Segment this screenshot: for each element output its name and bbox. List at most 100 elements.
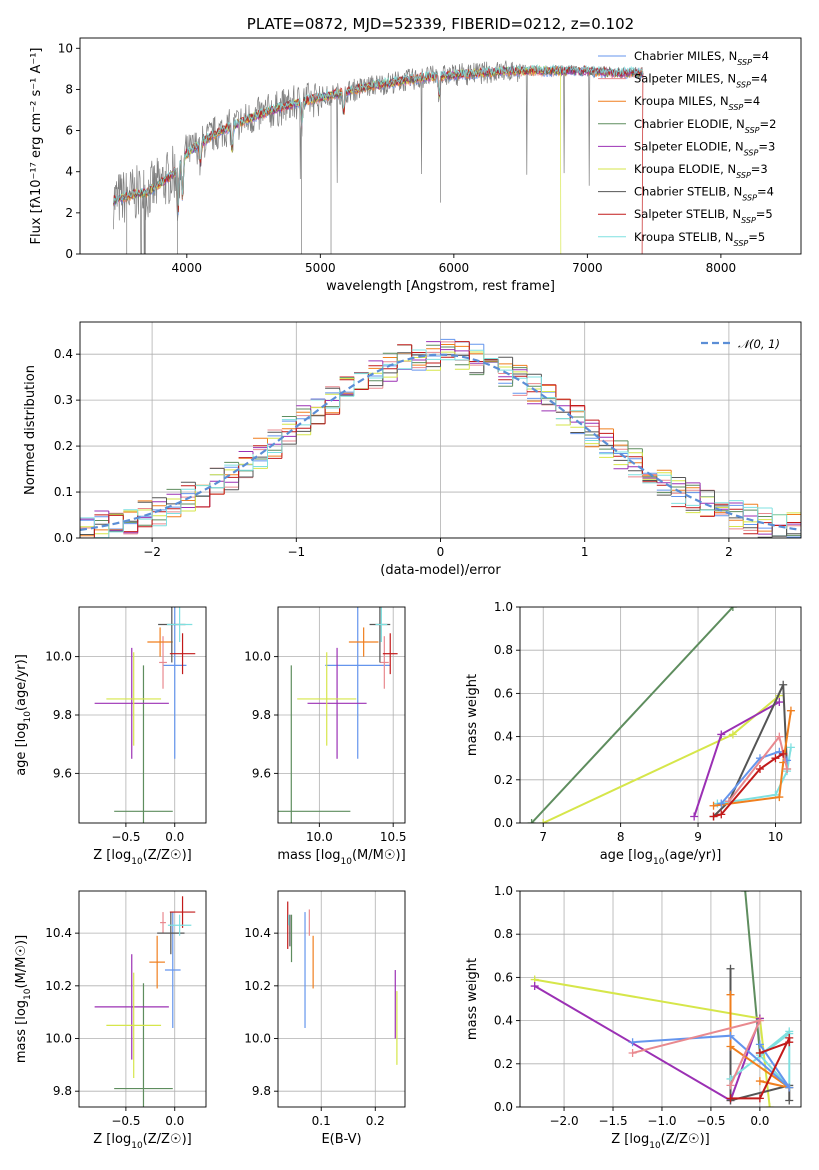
x-axis-label: (data-model)/error: [380, 563, 501, 578]
y-tick-label: 0.1: [54, 485, 73, 499]
errorbar-salpeter-elodie: [307, 647, 367, 759]
weight-marker: [527, 819, 536, 823]
y-tick-label: 9.8: [252, 708, 271, 722]
y-tick-label: 10.0: [244, 650, 271, 664]
y-tick-label: 10.0: [45, 1032, 72, 1046]
x-tick-label: 8000: [706, 261, 737, 275]
weight-line: [712, 684, 789, 818]
errorbar-salpeter-miles: [159, 636, 167, 689]
weight-marker: [728, 730, 737, 739]
model-spectrum-kroupa-stelib: [113, 63, 644, 206]
weight-marker: [755, 765, 764, 773]
weight-marker: [783, 765, 792, 773]
legend-entry: Chabrier STELIB, NSSP=4: [634, 185, 774, 203]
x-axis-label: wavelength [Angstrom, rest frame]: [326, 279, 555, 294]
weight-marker: [717, 730, 726, 739]
y-tick-label: 9.8: [53, 708, 72, 722]
y-tick-label: 0.6: [494, 686, 513, 700]
x-tick-label: −0.5: [111, 1114, 140, 1128]
errorbar-salpeter-miles: [379, 636, 389, 689]
weight-marker: [726, 1042, 735, 1051]
plot-area-weight-vs-Z: [520, 891, 801, 1107]
axes-frame: [78, 890, 207, 1108]
x-tick-label: 0: [437, 545, 445, 559]
histogram-kroupa-stelib: [80, 349, 801, 538]
errorbar-salpeter-stelib: [169, 896, 196, 928]
y-tick-label: 0.0: [494, 816, 513, 830]
weight-series-kroupa-miles: [709, 706, 795, 810]
weight-marker: [539, 819, 548, 823]
weight-marker: [755, 1094, 764, 1103]
weight-marker: [786, 743, 795, 752]
weight-marker: [709, 801, 718, 810]
legend-entry: Kroupa STELIB, NSSP=5: [634, 230, 765, 248]
legend: Chabrier MILES, NSSP=4 Salpeter MILES, NS…: [598, 49, 776, 247]
legend-entry: 𝒩(0, 1): [738, 337, 780, 351]
errorbar-kroupa-stelib: [167, 914, 192, 936]
y-tick-label: 0.8: [494, 643, 513, 657]
x-tick-label: 0.1: [312, 1114, 331, 1128]
y-tick-label: 0.0: [494, 1100, 513, 1114]
x-tick-label: 8: [617, 830, 625, 844]
errorbar-kroupa-miles: [348, 627, 379, 657]
weight-marker: [785, 1038, 794, 1047]
x-tick-label: 6000: [439, 261, 470, 275]
axes-weight-vs-age: 7 8 9 10 0.0 0.2 0.4 0.6 0.8 1.0 age [log10(age/yr…: [465, 600, 802, 867]
y-tick-label: 0: [65, 247, 73, 261]
weight-marker: [726, 990, 735, 999]
y-tick-label: 4: [65, 165, 73, 179]
plot-area-spectrum: [113, 60, 644, 254]
weight-marker: [785, 1096, 794, 1105]
plot-area-age-vs-mass: [278, 607, 405, 823]
y-axis-label: mass [log10(M/M☉)]: [14, 935, 33, 1063]
legend-entry: Salpeter ELODIE, NSSP=3: [634, 139, 775, 157]
axes-frame: [79, 321, 802, 539]
weight-marker: [755, 1077, 764, 1086]
weight-marker: [775, 732, 784, 741]
weight-marker: [628, 1038, 637, 1047]
legend-entry: Salpeter STELIB, NSSP=5: [634, 207, 773, 225]
legend-entry: Kroupa MILES, NSSP=4: [634, 94, 760, 112]
legend-entry: Chabrier ELODIE, NSSP=2: [634, 117, 776, 135]
weight-marker: [717, 810, 726, 819]
legend-entry: Chabrier MILES, NSSP=4: [634, 49, 769, 67]
weight-marker: [765, 1103, 774, 1107]
y-tick-label: 0.6: [494, 970, 513, 984]
weight-marker: [786, 706, 795, 715]
y-tick-label: 9.8: [53, 1084, 72, 1098]
weight-marker: [717, 799, 726, 808]
y-axis-label: mass weight: [465, 958, 480, 1040]
errorbar-salpeter-miles: [160, 912, 166, 934]
weight-series-salpeter-elodie: [530, 982, 764, 1105]
y-axis-label: age [log10(age/yr)]: [14, 654, 33, 776]
axes-mass-vs-EBV: 0.1 0.2 9.8 10.0 10.2 10.4 E(B-V): [244, 890, 406, 1147]
x-tick-label: −0.5: [696, 1114, 725, 1128]
y-tick-label: 9.8: [252, 1084, 271, 1098]
weight-marker: [785, 1083, 794, 1092]
x-tick-label: 1: [581, 545, 589, 559]
y-tick-label: 10.4: [45, 926, 72, 940]
legend-entry: Salpeter MILES, NSSP=4: [634, 72, 768, 90]
y-tick-label: 10.4: [244, 926, 271, 940]
errorbar-salpeter-stelib: [382, 633, 398, 675]
weight-marker: [709, 812, 718, 821]
plot-area-mass-vs-Z: [79, 891, 206, 1107]
weight-marker: [755, 1040, 764, 1049]
y-tick-label: 9.6: [53, 766, 72, 780]
plot-area-mass-vs-EBV: [278, 891, 405, 1107]
errorbar-chabrier-stelib: [157, 912, 185, 955]
weight-marker: [628, 1049, 637, 1057]
axes-frame: [78, 606, 207, 824]
axes-age-vs-mass: 10.0 10.5 9.6 9.8 10.0 mass [log10(M/M☉)]: [244, 606, 407, 867]
y-tick-label: 6: [65, 124, 73, 138]
x-axis-label: Z [log10(Z/Z☉)]: [93, 848, 191, 867]
x-tick-label: −1.0: [647, 1114, 676, 1128]
weight-series-chabrier-elodie: [527, 607, 737, 823]
errorbar-salpeter-stelib: [169, 633, 196, 675]
axes-residuals: −2 −1 0 1 2 0.0 0.1 0.2 0.3 0.4 (data-model)/error…: [23, 321, 802, 578]
errorbar-kroupa-miles: [147, 627, 173, 657]
y-tick-label: 10: [58, 41, 73, 55]
errorbar-kroupa-elodie: [106, 972, 162, 1079]
axes-frame: [519, 890, 802, 1108]
